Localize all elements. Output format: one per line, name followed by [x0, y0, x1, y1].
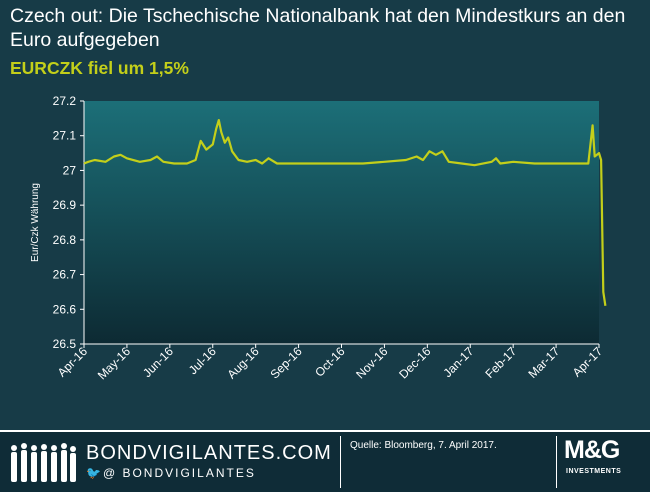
- x-tick-label: Mar-17: [525, 344, 562, 381]
- x-tick-label: Oct-16: [312, 344, 348, 380]
- x-tick-label: Jan-17: [441, 344, 477, 380]
- mg-logo-sub: INVESTMENTS: [566, 468, 622, 475]
- x-tick-label: Dec-16: [396, 344, 433, 381]
- x-tick-label: May-16: [95, 344, 133, 382]
- y-tick-label: 26.7: [53, 268, 77, 282]
- y-axis-label: Eur/Czk Währung: [30, 183, 41, 262]
- page-subtitle: EURCZK fiel um 1,5%: [10, 58, 189, 78]
- x-tick-label: Nov-16: [353, 344, 390, 381]
- brand-name: BONDVIGILANTES.COM: [86, 442, 332, 464]
- people-silhouettes-icon: [11, 443, 76, 482]
- series-line-eurczk: [83, 119, 607, 306]
- x-tick-label: Apr-17: [570, 344, 606, 380]
- mg-logo: M&G: [564, 436, 620, 464]
- twitter-handle-text: @ BONDVIGILANTES: [102, 466, 256, 480]
- footer-divider: [340, 436, 341, 488]
- y-tick-label: 26.9: [53, 198, 77, 212]
- source-note: Quelle: Bloomberg, 7. April 2017.: [350, 440, 497, 451]
- page-title: Czech out: Die Tschechische Nationalbank…: [10, 5, 626, 51]
- twitter-bird-icon: 🐦: [86, 466, 103, 480]
- footer-divider: [556, 436, 557, 488]
- y-tick-label: 26.8: [53, 233, 77, 247]
- y-tick-label: 27: [63, 163, 77, 177]
- x-tick-label: Jul-16: [186, 344, 219, 377]
- x-tick-label: Sep-16: [267, 344, 304, 381]
- x-tick-label: Feb-17: [482, 344, 519, 381]
- y-tick-label: 26.5: [53, 337, 77, 351]
- y-tick-label: 27.2: [53, 94, 77, 108]
- footer: BONDVIGILANTES.COM 🐦@ BONDVIGILANTES Que…: [0, 430, 650, 492]
- plot-area: [84, 101, 599, 344]
- twitter-handle: 🐦@ BONDVIGILANTES: [86, 466, 256, 480]
- x-tick-label: Jun-16: [140, 344, 176, 380]
- y-tick-label: 27.1: [53, 129, 77, 143]
- y-tick-label: 26.6: [53, 302, 77, 316]
- x-tick-label: Aug-16: [225, 344, 262, 381]
